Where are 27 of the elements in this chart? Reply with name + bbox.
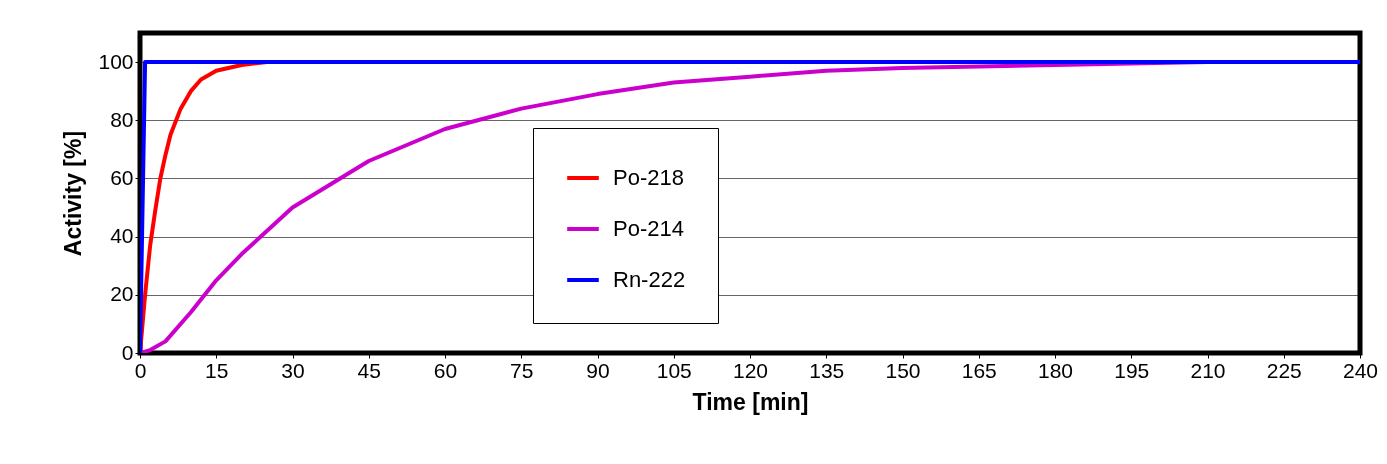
x-tick-label: 90 [586,358,610,382]
x-tick-label: 195 [1114,358,1150,382]
x-tick-label: 225 [1266,358,1302,382]
x-tick-label: 60 [433,358,458,382]
x-tick-label: 120 [732,358,769,382]
y-tick-label: 60 [110,165,134,189]
y-tick-label: 0 [121,340,134,364]
legend-label: Po-218 [613,165,684,190]
y-tick-label: 80 [110,107,134,131]
y-tick-label: 20 [110,282,134,306]
legend-label: Po-214 [613,216,684,241]
x-tick-label: 135 [809,358,845,382]
x-tick-label: 150 [885,358,921,382]
y-axis-title: Activity [%] [60,130,87,257]
x-tick-label: 165 [961,358,997,382]
x-tick-label: 30 [281,358,305,382]
x-axis-title: Time [min] [692,388,809,415]
x-tick-label: 210 [1190,358,1226,382]
x-tick-label: 45 [357,358,381,382]
y-tick-label: 100 [98,49,134,73]
x-tick-label: 180 [1037,358,1074,382]
x-tick-label: 15 [205,358,229,382]
x-tick-label: 105 [656,358,692,382]
x-tick-label: 75 [510,358,534,382]
x-tick-label: 240 [1342,358,1379,382]
legend-label: Rn-222 [613,267,686,292]
y-tick-label: 40 [110,224,134,248]
